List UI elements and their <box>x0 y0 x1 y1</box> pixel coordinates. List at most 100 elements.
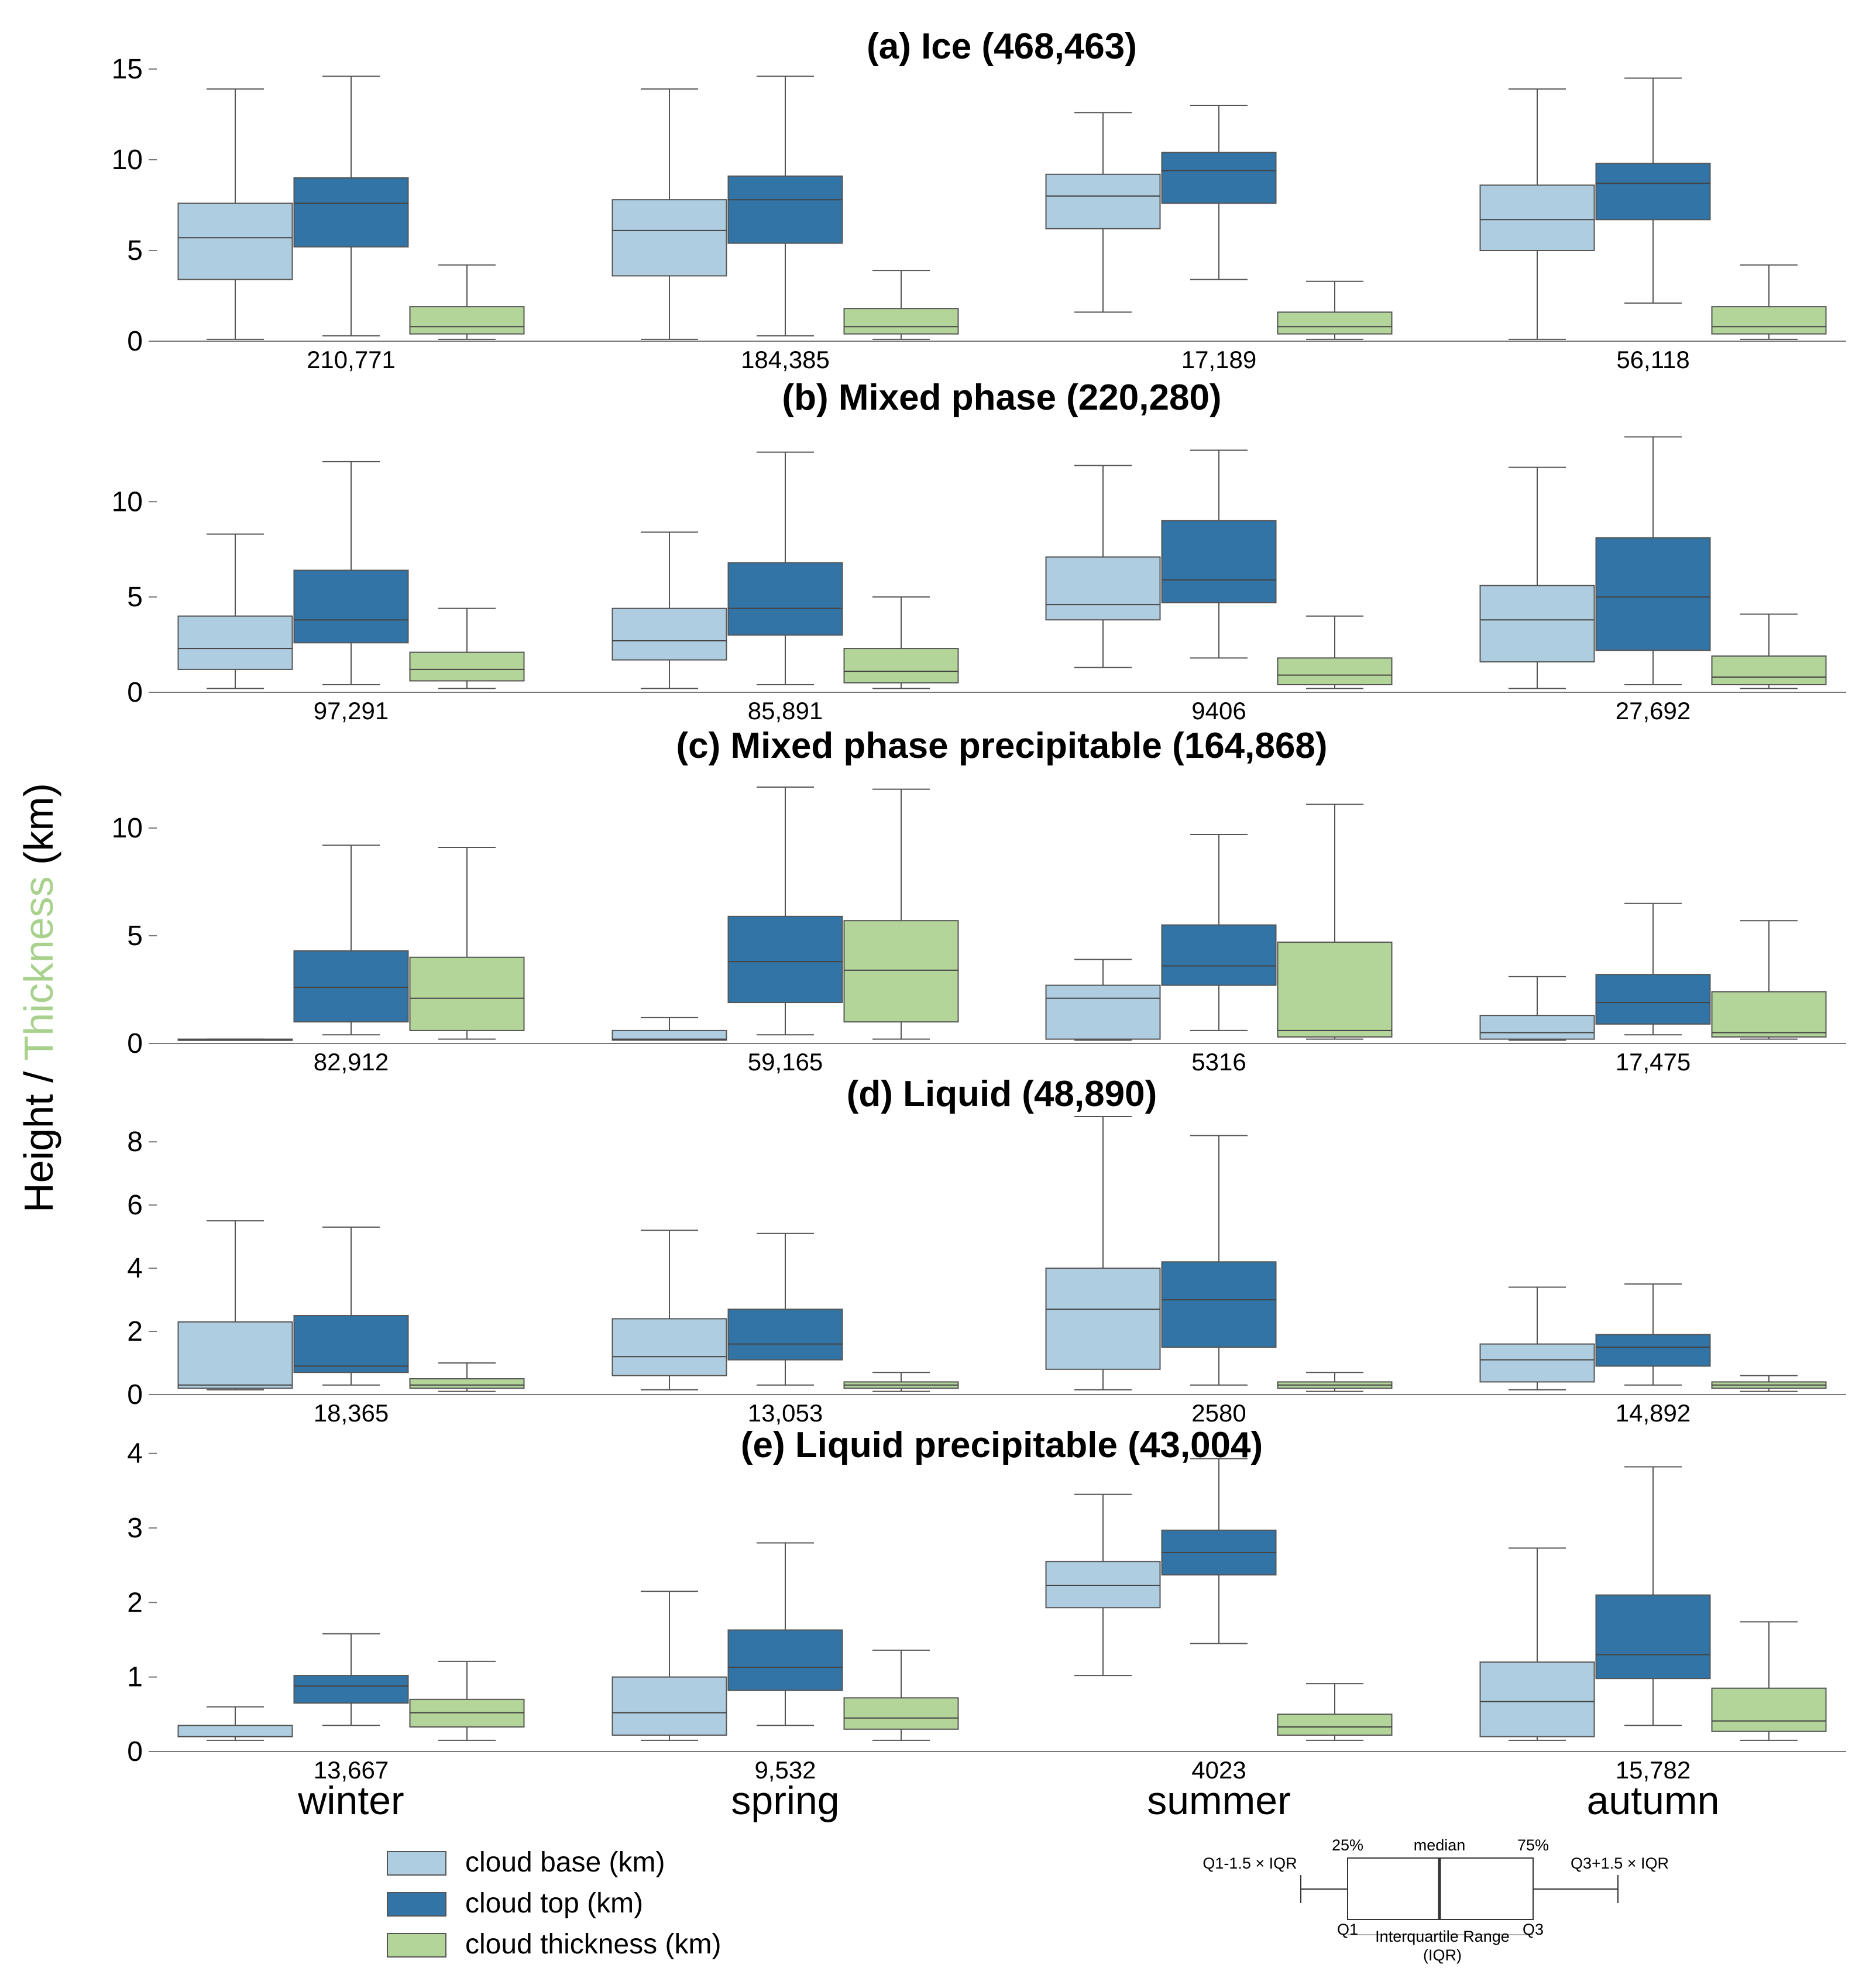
box-base-spring <box>611 1017 727 1041</box>
sample-count: 5316 <box>1191 1048 1246 1076</box>
y-tick-label: 5 <box>127 582 143 613</box>
iqr-box <box>1161 520 1277 603</box>
iqr-box <box>843 1697 959 1730</box>
legend: cloud base (km) cloud top (km) cloud thick… <box>387 1847 721 1960</box>
iqr-box <box>177 615 293 670</box>
box-base-summer <box>1045 112 1161 313</box>
box-top-autumn <box>1595 1283 1711 1386</box>
legend-swatch <box>387 1933 446 1958</box>
box-top-summer <box>1161 1135 1277 1386</box>
box-thickness-spring <box>843 596 959 689</box>
box-thickness-summer <box>1277 280 1393 340</box>
iqr-box <box>843 920 959 1023</box>
iqr-box <box>1277 942 1393 1038</box>
sample-count: 17,189 <box>1181 346 1256 373</box>
box-thickness-autumn <box>1711 920 1827 1040</box>
box-top-summer <box>1161 449 1277 659</box>
iqr-box <box>1595 974 1711 1025</box>
season-label-winter: winter <box>297 1778 404 1823</box>
y-tick-label: 5 <box>127 921 143 952</box>
legend-label: cloud thickness (km) <box>465 1929 721 1960</box>
iqr-box <box>611 1676 727 1736</box>
box-top-winter <box>293 1226 409 1386</box>
iqr-box <box>611 1029 727 1041</box>
season-labels: winter spring summer autumn <box>297 1778 1719 1823</box>
box-base-winter <box>177 1220 293 1390</box>
box-base-autumn <box>1479 1286 1595 1390</box>
iqr-box <box>177 1321 293 1389</box>
legend-label: cloud base (km) <box>465 1847 665 1878</box>
sample-count: 9,532 <box>754 1756 816 1784</box>
box-base-winter <box>177 88 293 340</box>
key-iqr-label: Interquartile Range <box>1375 1928 1510 1945</box>
box-explanation-key: Q1-1.5 × IQR Q3+1.5 × IQR 25% median 75% Q1 Q3… <box>1202 1836 1669 1964</box>
panel-title: (c) Mixed phase precipitable (164,868) <box>676 726 1328 766</box>
sample-count: 27,692 <box>1616 697 1691 724</box>
panel-title: (b) Mixed phase (220,280) <box>782 377 1221 418</box>
y-tick-label: 4 <box>127 1253 143 1284</box>
sample-count: 13,667 <box>314 1756 389 1784</box>
iqr-box <box>1277 657 1393 685</box>
box-top-winter <box>293 75 409 336</box>
sample-count: 4023 <box>1191 1756 1246 1784</box>
panel-4: (d) Liquid (48,890) 0 2 4 6 8 18,365 13,053 2580… <box>127 1074 1846 1427</box>
box-base-autumn <box>1479 88 1595 340</box>
box-base-spring <box>611 531 727 689</box>
iqr-box <box>727 562 843 636</box>
key-lower-whisker-label: Q1-1.5 × IQR <box>1202 1855 1297 1872</box>
box-thickness-winter <box>409 1362 525 1392</box>
iqr-box <box>727 915 843 1004</box>
box-base-autumn <box>1479 466 1595 689</box>
box-top-autumn <box>1595 1466 1711 1726</box>
y-tick-label: 0 <box>127 326 143 357</box>
box-top-autumn <box>1595 902 1711 1036</box>
panel-3: (c) Mixed phase precipitable (164,868) 0 5… <box>112 726 1846 1076</box>
iqr-box <box>1045 1561 1161 1609</box>
box-thickness-summer <box>1277 1372 1393 1392</box>
iqr-box <box>1711 991 1827 1038</box>
legend-item-top: cloud top (km) <box>387 1888 643 1919</box>
box-thickness-winter <box>409 847 525 1040</box>
box-base-summer <box>1045 1493 1161 1677</box>
box-thickness-winter <box>409 1660 525 1741</box>
sample-count: 210,771 <box>307 346 396 373</box>
sample-count: 17,475 <box>1616 1048 1691 1076</box>
box-top-summer <box>1161 1458 1277 1644</box>
iqr-box <box>1595 1594 1711 1680</box>
box-thickness-spring <box>843 1649 959 1741</box>
box-thickness-winter <box>409 607 525 689</box>
box-top-spring <box>727 787 843 1036</box>
iqr-box <box>1479 1015 1595 1040</box>
sample-count: 2580 <box>1191 1399 1246 1427</box>
sample-count: 82,912 <box>314 1048 389 1076</box>
iqr-box <box>1277 311 1393 335</box>
box-thickness-autumn <box>1711 1621 1827 1741</box>
box-top-autumn <box>1595 436 1711 685</box>
iqr-box <box>1277 1713 1393 1736</box>
iqr-box <box>409 1378 525 1389</box>
y-tick-label: 5 <box>127 235 143 266</box>
iqr-box <box>727 175 843 244</box>
iqr-box <box>293 1315 409 1373</box>
iqr-box <box>1045 556 1161 621</box>
panel-5: (e) Liquid precipitable (43,004) 0 1 2 3 4 13,… <box>127 1425 1846 1784</box>
box-thickness-autumn <box>1711 613 1827 689</box>
box-top-spring <box>727 1232 843 1386</box>
key-p75-label: 75% <box>1517 1836 1549 1854</box>
y-axis-label: Height / Thickness (km) <box>16 783 61 1213</box>
box-top-winter <box>293 461 409 685</box>
y-tick-label: 2 <box>127 1587 143 1618</box>
box-top-spring <box>727 1542 843 1726</box>
iqr-box <box>611 199 727 277</box>
sample-count: 85,891 <box>748 697 823 724</box>
legend-item-thickness: cloud thickness (km) <box>387 1929 721 1960</box>
y-tick-label: 6 <box>127 1190 143 1221</box>
y-tick-label: 10 <box>112 145 143 176</box>
panel-2: (b) Mixed phase (220,280) 0 5 10 97,291 85,89… <box>112 377 1846 724</box>
key-median-label: median <box>1414 1836 1466 1854</box>
y-tick-label: 8 <box>127 1127 143 1158</box>
box-top-autumn <box>1595 77 1711 304</box>
box-top-spring <box>727 75 843 336</box>
season-label-spring: spring <box>731 1778 839 1823</box>
